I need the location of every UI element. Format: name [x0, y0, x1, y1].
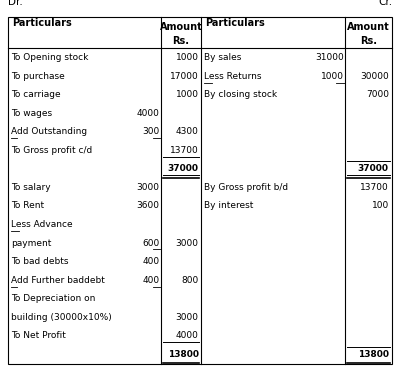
- Text: Rs.: Rs.: [173, 36, 189, 46]
- Text: 300: 300: [142, 127, 160, 136]
- Text: 31000: 31000: [315, 53, 344, 62]
- Text: 800: 800: [181, 276, 199, 285]
- Text: Dr.: Dr.: [8, 0, 23, 7]
- Text: To carriage: To carriage: [11, 90, 61, 99]
- Text: To bad debts: To bad debts: [11, 257, 68, 266]
- Text: 3000: 3000: [137, 183, 160, 192]
- Text: To wages: To wages: [11, 109, 52, 118]
- Text: Rs.: Rs.: [360, 36, 377, 46]
- Text: Particulars: Particulars: [205, 18, 265, 28]
- Text: 3000: 3000: [176, 239, 199, 247]
- Text: Add Further baddebt: Add Further baddebt: [11, 276, 105, 285]
- Text: 400: 400: [142, 257, 160, 266]
- Text: 100: 100: [372, 201, 389, 210]
- Text: Less Advance: Less Advance: [11, 220, 73, 229]
- Text: payment: payment: [11, 239, 51, 247]
- Text: Particulars: Particulars: [12, 18, 72, 28]
- Text: To purchase: To purchase: [11, 72, 65, 81]
- Text: Cr.: Cr.: [378, 0, 392, 7]
- Text: To Depreciation on: To Depreciation on: [11, 294, 96, 303]
- Text: By Gross profit b/d: By Gross profit b/d: [204, 183, 288, 192]
- Text: 1000: 1000: [321, 72, 344, 81]
- Text: 3600: 3600: [137, 201, 160, 210]
- Text: 7000: 7000: [366, 90, 389, 99]
- Text: 17000: 17000: [170, 72, 199, 81]
- Text: 13700: 13700: [360, 183, 389, 192]
- Text: 4300: 4300: [176, 127, 199, 136]
- Text: building (30000x10%): building (30000x10%): [11, 313, 112, 322]
- Text: Amount: Amount: [347, 22, 390, 32]
- Text: Less Returns: Less Returns: [204, 72, 261, 81]
- Text: By closing stock: By closing stock: [204, 90, 277, 99]
- Text: 13800: 13800: [168, 350, 199, 359]
- Text: To Rent: To Rent: [11, 201, 44, 210]
- Text: To Net Profit: To Net Profit: [11, 331, 66, 340]
- Text: 1000: 1000: [176, 90, 199, 99]
- Text: 1000: 1000: [176, 53, 199, 62]
- Text: 4000: 4000: [176, 331, 199, 340]
- Text: 400: 400: [142, 276, 160, 285]
- Text: 30000: 30000: [360, 72, 389, 81]
- Text: 4000: 4000: [137, 109, 160, 118]
- Text: Add Outstanding: Add Outstanding: [11, 127, 87, 136]
- Text: By interest: By interest: [204, 201, 254, 210]
- Text: By sales: By sales: [204, 53, 242, 62]
- Text: 37000: 37000: [168, 164, 199, 173]
- Text: To salary: To salary: [11, 183, 51, 192]
- Text: 600: 600: [142, 239, 160, 247]
- Text: 3000: 3000: [176, 313, 199, 322]
- Text: To Gross profit c/d: To Gross profit c/d: [11, 146, 92, 155]
- Text: 37000: 37000: [358, 164, 389, 173]
- Text: 13800: 13800: [358, 350, 389, 359]
- Text: To Opening stock: To Opening stock: [11, 53, 88, 62]
- Text: 13700: 13700: [170, 146, 199, 155]
- Text: Amount: Amount: [160, 22, 203, 32]
